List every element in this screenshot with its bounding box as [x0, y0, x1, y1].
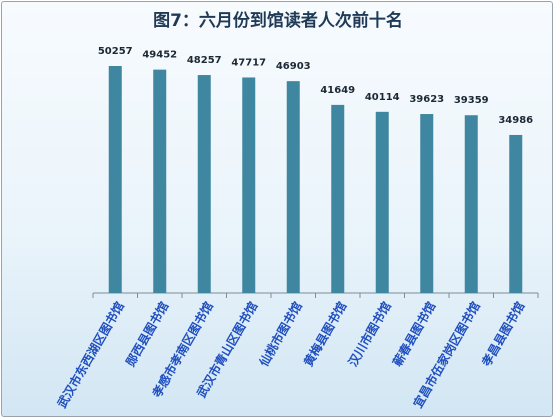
data-label: 49452	[142, 50, 177, 61]
bar	[375, 111, 389, 293]
bar	[197, 75, 211, 293]
data-label: 39359	[454, 95, 489, 106]
bar	[331, 104, 345, 294]
category-label: 蕲春县图书馆	[389, 299, 438, 369]
category-label: 黄梅县图书馆	[300, 299, 349, 369]
bar	[509, 134, 523, 293]
bar	[242, 77, 256, 294]
data-label: 47717	[231, 57, 266, 68]
data-label: 46903	[276, 61, 311, 72]
data-label: 40114	[365, 92, 400, 103]
bar	[153, 69, 167, 293]
plot-area: 50257武汉市东西湖区图书馆49452郧西县图书馆48257孝感市孝南区图书馆…	[54, 46, 539, 410]
category-label: 汉川市图书馆	[345, 299, 394, 369]
category-label: 武汉市东西湖区图书馆	[54, 299, 127, 410]
bar	[286, 81, 300, 293]
chart-title: 图7：六月份到馆读者人次前十名	[153, 10, 403, 31]
bar	[108, 66, 122, 293]
data-label: 50257	[98, 46, 133, 57]
category-label: 仙桃市图书馆	[256, 299, 305, 369]
category-label: 郧西县图书馆	[122, 299, 171, 369]
bar	[420, 114, 434, 293]
bar	[464, 115, 478, 293]
category-label: 孝昌县图书馆	[478, 299, 527, 370]
data-label: 41649	[320, 85, 355, 96]
data-label: 39623	[409, 94, 444, 105]
data-label: 34986	[498, 115, 533, 126]
data-label: 48257	[187, 55, 222, 66]
